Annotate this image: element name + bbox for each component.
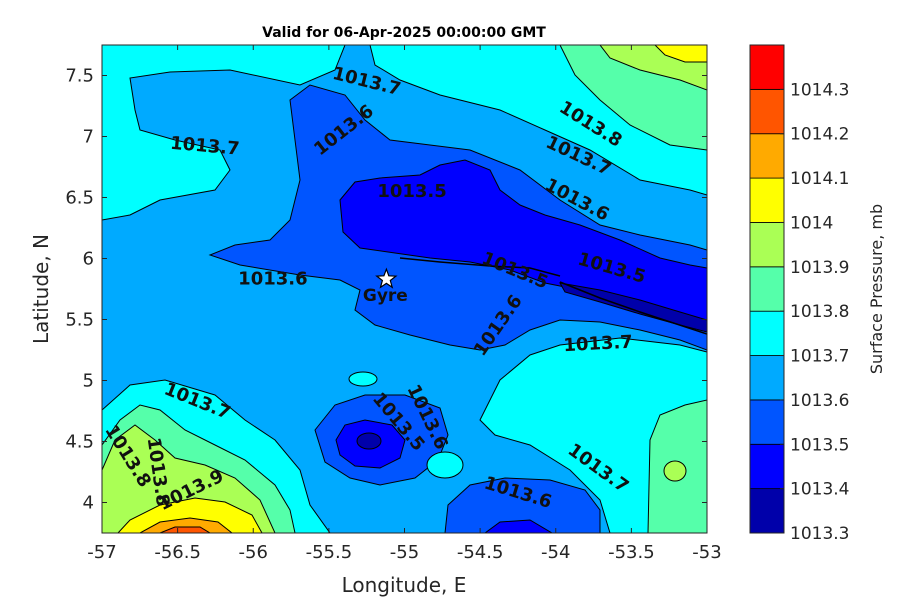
marker-label: Gyre [363,286,408,306]
colorbar-tick-label: 1014.3 [790,80,849,100]
contour-label: 1013.7 [563,332,633,357]
colorbar-tick-label: 1013.8 [790,302,849,322]
colorbar-tick-label: 1014 [790,213,833,233]
colorbar-segment [749,443,785,490]
x-tick-label: -57 [87,542,116,563]
pressure-region-1013.7-small [426,451,464,479]
y-tick-label: 7 [83,127,94,148]
colorbar-segment [749,488,785,534]
colorbar-segment [749,133,785,179]
pressure-region-1014.1-southwest [139,517,233,533]
contour-line [399,257,561,277]
contour-label: 1013.5 [377,181,446,202]
y-tick-label: 7.5 [65,66,94,87]
x-tick-label: -53 [692,542,721,563]
x-tick-label: -54.5 [457,542,504,563]
contour-label: 1013.6 [238,269,307,290]
x-tick-label: -56 [239,542,268,563]
colorbar-segment [749,399,785,445]
colorbar-tick-label: 1013.5 [790,435,849,455]
colorbar-tick-label: 1013.4 [790,480,849,500]
colorbar-tick-label: 1013.3 [790,524,849,544]
colorbar-segment [749,266,785,312]
pressure-region-1014.2-southwest [159,526,211,533]
x-tick-label: -55 [390,542,419,563]
pressure-region-1013.4-southeast [484,519,553,533]
y-tick-label: 6 [83,249,94,270]
colorbar-frame [749,44,785,534]
colorbar-segment [749,355,785,401]
y-tick-label: 5 [83,371,94,392]
pressure-region-1013.9-southeast [663,460,687,482]
chart-title: Valid for 06-Apr-2025 00:00:00 GMT [262,25,546,41]
pressure-region-1014-southwest [117,497,263,533]
pressure-region-1013.7-north [102,45,346,221]
y-tick-label: 4.5 [65,432,94,453]
pressure-region-1013.5-southeast [444,477,601,533]
y-axis-label: Latitude, N [29,234,53,344]
colorbar-segment [749,44,785,90]
y-axis-ticks: 4 4.5 5 5.5 6 6.5 7 7.5 [65,66,707,514]
colorbar-tick-label: 1013.6 [790,391,849,411]
pressure-region-1013.7-small [348,371,378,387]
colorbar: 1013.3 1013.4 1013.5 1013.6 1013.7 1013.8 1013… [749,44,849,544]
y-tick-label: 6.5 [65,188,94,209]
pressure-region-1013.4-central [339,159,707,331]
colorbar-label: Surface Pressure, mb [867,204,886,374]
contour-line [559,281,707,335]
plot-area [102,45,707,533]
x-tick-label: -55.5 [306,542,353,563]
colorbar-tick-label: 1014.2 [790,125,849,145]
x-axis-ticks: -57 -56.5 -56 -55.5 -55 -54.5 -54 -53.5 -53 [87,45,722,563]
colorbar-tick-label: 1013.7 [790,347,849,367]
pressure-region-1013.3-central [559,282,707,333]
colorbar-segment [749,310,785,356]
pressure-region-1014-northeast [654,45,707,63]
x-tick-label: -53.5 [608,542,655,563]
marker-layer: Gyre [363,267,408,306]
star-icon [375,267,398,289]
x-tick-label: -54 [541,542,570,563]
y-tick-label: 4 [83,493,94,514]
colorbar-tick-label: 1013.9 [790,258,849,278]
colorbar-tick-label: 1014.1 [790,169,849,189]
colorbar-segment [749,88,785,135]
x-tick-label: -56.5 [154,542,201,563]
colorbar-segment [749,177,785,223]
x-axis-label: Longitude, E [342,573,467,597]
colorbar-segment [749,222,785,268]
y-tick-label: 5.5 [65,310,94,331]
pressure-region-1013.3-south [356,432,382,450]
